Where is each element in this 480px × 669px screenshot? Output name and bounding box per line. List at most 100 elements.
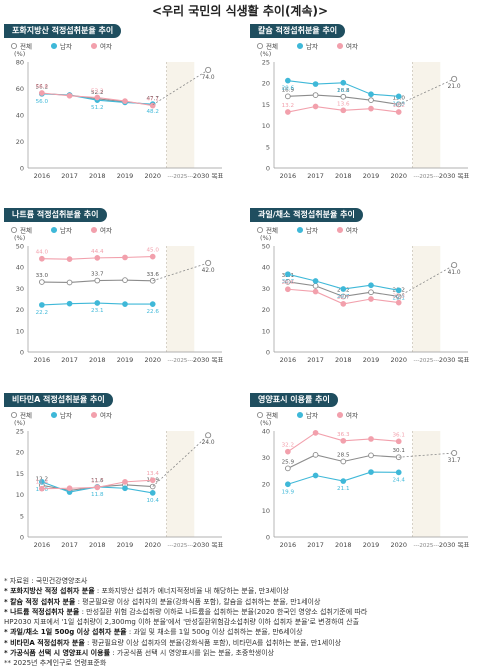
legend-label-all: 전체 bbox=[20, 41, 32, 50]
line-chart-svg: 0 5 10 15 20 25(%) 2016 2017 2018 2019 2020 ---2025… bbox=[10, 410, 223, 549]
footnote-text: * 자료원 : 국민건강영양조사 bbox=[4, 577, 88, 585]
y-unit-label: (%) bbox=[260, 419, 271, 427]
data-label-all: 33.6 bbox=[146, 272, 159, 278]
data-label-male: 23.1 bbox=[91, 308, 104, 314]
legend-label-female: 여자 bbox=[100, 41, 112, 50]
x-target-label: 2030 목표 bbox=[439, 541, 470, 549]
footnote-text: : 만성질환 위험 감소섭취량 이하로 나트륨을 섭취하는 분율(2020 한국… bbox=[79, 607, 368, 616]
data-point-all bbox=[122, 277, 128, 283]
data-point-male bbox=[395, 469, 402, 476]
legend-marker-female bbox=[336, 226, 344, 234]
data-point-female bbox=[39, 90, 45, 96]
y-tick-label: 25 bbox=[262, 59, 270, 67]
x-tick-label: 2020 bbox=[144, 356, 161, 364]
x-tick-label: 2017 bbox=[61, 172, 78, 180]
y-tick-label: 20 bbox=[16, 138, 24, 146]
x-tick-label: 2017 bbox=[61, 356, 78, 364]
footnote-row: * 칼슘 적정 섭취자 분율 : 평균필요량 이상 섭취자의 분율(강화식품 포… bbox=[4, 597, 476, 607]
footnote-term: * 비타민A 적정섭취자 분율 bbox=[4, 638, 85, 647]
y-tick-label: 40 bbox=[262, 428, 270, 436]
data-point-female bbox=[285, 286, 291, 293]
legend-label-male: 남자 bbox=[60, 225, 72, 234]
data-point-male bbox=[94, 300, 101, 306]
y-tick-label: 0 bbox=[20, 165, 24, 173]
x-tick-label: 2016 bbox=[280, 541, 297, 549]
target-value-label: 31.7 bbox=[448, 458, 461, 464]
footnote-row: HP2030 지표에서 '1일 섭취량이 2,300mg 이하 분율'에서 '만… bbox=[4, 617, 476, 627]
data-label-all: 25.9 bbox=[282, 459, 295, 465]
target-value-label: 24.0 bbox=[202, 440, 215, 446]
y-tick-label: 50 bbox=[262, 243, 270, 251]
data-point-female bbox=[94, 484, 101, 491]
y-tick-label: 40 bbox=[262, 264, 270, 272]
data-label-male: 29.1 bbox=[392, 295, 405, 301]
legend-label-male: 남자 bbox=[60, 41, 72, 50]
data-point-all bbox=[340, 293, 347, 300]
data-point-female bbox=[340, 107, 347, 114]
y-tick-label: 40 bbox=[16, 264, 24, 272]
footnote-text: ** 2025년 추계인구로 연령표준화 bbox=[4, 659, 107, 668]
data-point-female bbox=[368, 105, 374, 112]
x-tick-label: 2018 bbox=[89, 356, 106, 364]
y-tick-label: 15 bbox=[262, 101, 270, 109]
footnote-term: * 포화지방산 적정 섭취자 분율 bbox=[4, 587, 95, 596]
data-point-all bbox=[285, 93, 291, 100]
x-band-label: ---2025--- bbox=[413, 543, 439, 549]
data-point-female bbox=[122, 98, 128, 104]
x-tick-label: 2019 bbox=[117, 541, 134, 549]
data-label-all: 11.8 bbox=[91, 478, 104, 484]
chart-panel-nutrition-label: 영양표시 이용률 추이 0 10 20 30 40 (%) 2016 2017 2018 2019… bbox=[250, 393, 476, 555]
chart-title: 나트륨 적정섭취분율 추이 bbox=[4, 208, 107, 222]
legend-marker-female bbox=[90, 411, 98, 419]
data-point-female bbox=[66, 485, 73, 492]
data-label-all: 33.7 bbox=[91, 272, 104, 278]
data-label-all: 33.0 bbox=[36, 273, 49, 279]
footnote-term: * 과일/채소 1일 500g 이상 섭취자 분율 bbox=[4, 628, 127, 637]
data-label-male: 20.6 bbox=[282, 86, 295, 92]
target-point bbox=[205, 66, 212, 74]
data-point-male bbox=[122, 301, 128, 307]
target-projection-line bbox=[152, 434, 209, 487]
x-target-label: 2030 목표 bbox=[439, 172, 470, 180]
y-tick-label: 60 bbox=[16, 85, 24, 93]
y-tick-label: 0 bbox=[20, 534, 24, 542]
footnote-term: * 칼슘 적정 섭취자 분율 bbox=[4, 597, 76, 606]
x-tick-label: 2016 bbox=[34, 172, 51, 180]
data-label-male: 29.7 bbox=[337, 294, 350, 300]
legend-marker-male bbox=[50, 42, 58, 50]
y-tick-label: 25 bbox=[16, 428, 24, 436]
data-point-male bbox=[66, 300, 73, 307]
legend-marker-female bbox=[90, 226, 98, 234]
data-label-male: 51.2 bbox=[91, 105, 103, 111]
data-point-male bbox=[39, 479, 45, 485]
target-projection-line bbox=[398, 264, 455, 297]
data-point-male bbox=[395, 93, 402, 100]
data-point-male bbox=[149, 490, 156, 496]
data-point-female bbox=[66, 92, 73, 99]
y-tick-label: 15 bbox=[16, 470, 24, 478]
y-tick-label: 5 bbox=[266, 143, 270, 151]
legend-label-female: 여자 bbox=[100, 410, 112, 419]
data-point-all bbox=[340, 93, 347, 100]
data-label-male: 36.7 bbox=[282, 279, 295, 285]
legend-label-female: 여자 bbox=[100, 225, 112, 234]
target-band bbox=[412, 431, 441, 537]
data-label-all: 52.2 bbox=[91, 90, 103, 96]
y-tick-label: 20 bbox=[262, 306, 270, 314]
legend-label-male: 남자 bbox=[306, 41, 318, 50]
y-unit-label: (%) bbox=[260, 234, 271, 242]
y-tick-label: 30 bbox=[16, 285, 24, 293]
x-tick-label: 2020 bbox=[390, 541, 407, 549]
x-band-label: ---2025--- bbox=[413, 358, 439, 364]
data-point-male bbox=[312, 278, 319, 284]
data-point-all bbox=[39, 279, 45, 285]
x-tick-label: 2019 bbox=[117, 172, 134, 180]
footnote-text: : 과일 및 채소를 1일 500g 이상 섭취하는 분율, 만6세이상 bbox=[126, 628, 303, 637]
data-label-female: 13.4 bbox=[146, 471, 159, 477]
legend-label-female: 여자 bbox=[346, 225, 358, 234]
data-point-female bbox=[149, 477, 156, 484]
data-label-male: 19.9 bbox=[282, 489, 295, 495]
data-point-female bbox=[39, 485, 45, 492]
x-target-label: 2030 목표 bbox=[193, 172, 224, 180]
y-tick-label: 50 bbox=[16, 243, 24, 251]
